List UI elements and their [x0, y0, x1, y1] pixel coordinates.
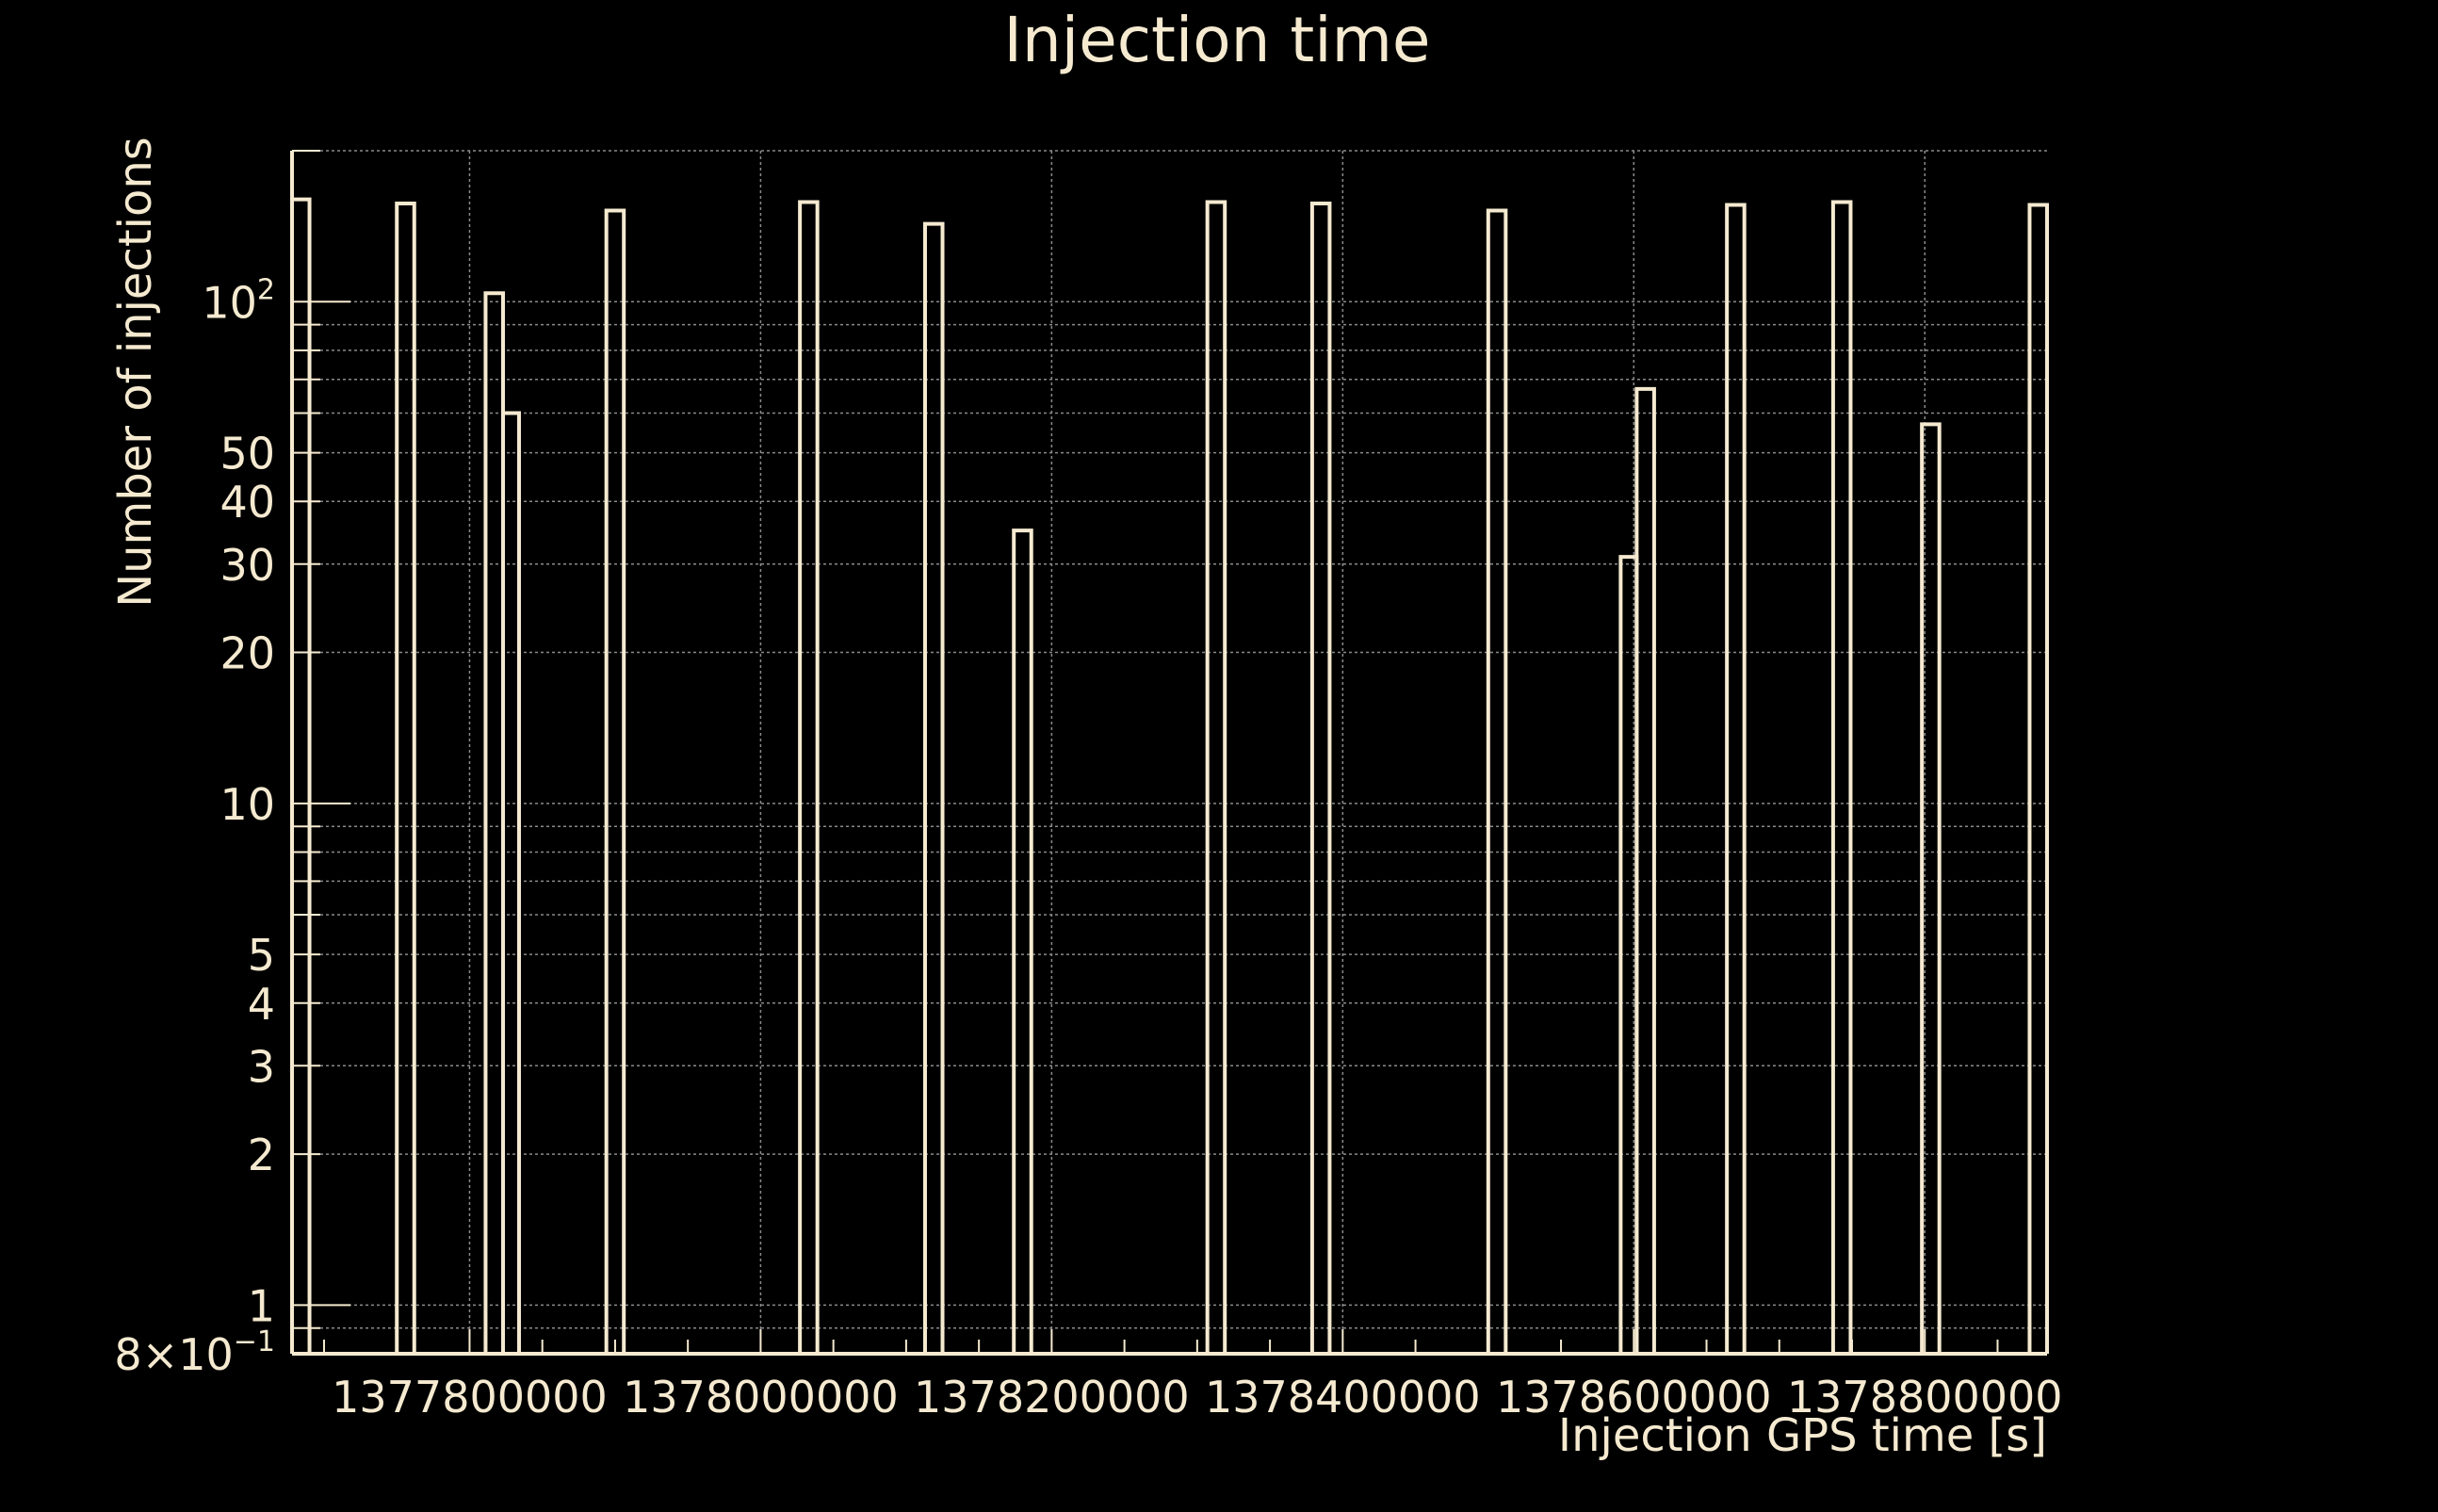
histogram-bin: [2027, 203, 2049, 1354]
y-tick-label: 102: [202, 273, 275, 328]
y-tick-label: 30: [219, 540, 275, 591]
histogram-bin: [1920, 422, 1942, 1354]
y-tick-label: 8×10−1: [114, 1325, 275, 1380]
y-tick-label: 2: [248, 1130, 275, 1180]
chart-title: Injection time: [1003, 4, 1430, 76]
y-tick-label: 10: [219, 779, 275, 830]
x-tick-label: 1378000000: [623, 1372, 899, 1423]
histogram-bin: [922, 221, 945, 1354]
x-tick-label: 1377800000: [332, 1372, 608, 1423]
histogram-bin: [395, 201, 416, 1354]
x-axis-label: Injection GPS time [s]: [1558, 1409, 2047, 1462]
x-tick-label: 1378600000: [1496, 1372, 1772, 1423]
histogram-bin: [604, 208, 626, 1354]
x-tick-label: 1378400000: [1205, 1372, 1481, 1423]
tick-labels: 1377800000 1378000000 1378200000 1378400000…: [114, 273, 2062, 1423]
grid-lines: [292, 150, 2047, 1354]
histogram-bin: [798, 200, 820, 1354]
histogram-bin: [500, 411, 521, 1354]
y-tick-label: 4: [248, 979, 275, 1030]
x-tick-label: 1378200000: [914, 1372, 1190, 1423]
x-tick-label: 1378800000: [1787, 1372, 2063, 1423]
histogram-bin: [1205, 200, 1227, 1354]
histogram-bin: [1634, 386, 1656, 1354]
y-tick-label: 1: [248, 1280, 275, 1331]
axes: [290, 151, 2047, 1356]
y-tick-label: 20: [219, 628, 275, 679]
y-tick-label: 40: [219, 477, 275, 528]
histogram-bin: [1830, 200, 1853, 1354]
y-tick-label: 3: [248, 1041, 275, 1092]
y-tick-label: 5: [248, 930, 275, 981]
histogram-bin: [1486, 208, 1508, 1354]
y-axis-label: Number of injections: [109, 137, 162, 608]
histogram-bin: [1725, 203, 1747, 1354]
histogram-bin: [1309, 201, 1332, 1354]
y-tick-label: 50: [219, 429, 275, 480]
histogram-bin: [1012, 528, 1033, 1354]
